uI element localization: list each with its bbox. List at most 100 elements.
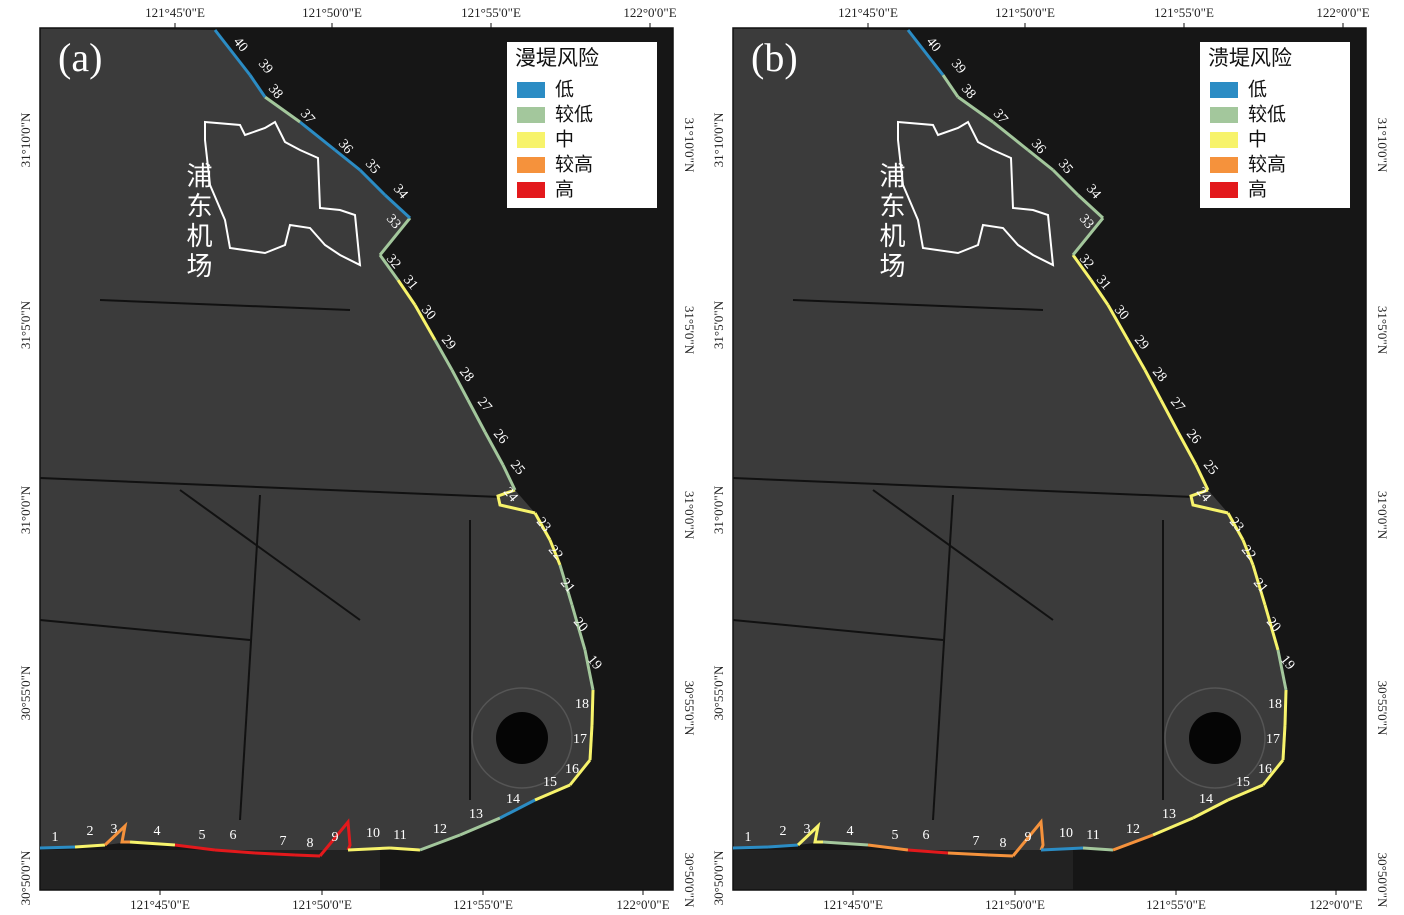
left-tick-label: 31°10'0"N bbox=[18, 112, 33, 167]
top-tick-label: 121°45'0"E bbox=[145, 5, 205, 20]
legend-swatch bbox=[1210, 107, 1238, 123]
top-tick-label: 121°55'0"E bbox=[461, 5, 521, 20]
legend-label: 较低 bbox=[1248, 103, 1286, 125]
right-tick-label: 31°5'0"N bbox=[682, 306, 697, 355]
segment-label: 1 bbox=[52, 830, 59, 845]
legend-label: 较高 bbox=[1248, 153, 1286, 175]
segment-label: 18 bbox=[1268, 697, 1282, 712]
bottom-tick-label: 122°0'0"E bbox=[616, 897, 669, 912]
segment-label: 14 bbox=[506, 792, 520, 807]
segment-label: 10 bbox=[366, 826, 380, 841]
segment-label: 4 bbox=[154, 824, 161, 839]
segment-label: 13 bbox=[1162, 807, 1176, 822]
left-tick-label: 30°55'0"N bbox=[18, 665, 33, 720]
right-tick-label: 31°10'0"N bbox=[1375, 118, 1390, 173]
left-tick-label: 31°5'0"N bbox=[18, 300, 33, 349]
right-tick-label: 30°50'0"N bbox=[682, 853, 697, 908]
top-tick-label: 121°50'0"E bbox=[995, 5, 1055, 20]
segment-label: 15 bbox=[1236, 775, 1250, 790]
left-tick-label: 31°0'0"N bbox=[18, 485, 33, 534]
segment-label: 17 bbox=[1266, 732, 1280, 747]
segment-label: 17 bbox=[573, 732, 587, 747]
legend-label: 低 bbox=[1248, 78, 1267, 100]
segment-label: 16 bbox=[565, 762, 579, 777]
segment-label: 2 bbox=[780, 824, 787, 839]
dike-segment bbox=[390, 848, 420, 850]
legend-swatch bbox=[517, 82, 545, 98]
top-tick-label: 121°50'0"E bbox=[302, 5, 362, 20]
legend-title: 溃堤风险 bbox=[1208, 46, 1292, 70]
dike-segment bbox=[590, 725, 592, 760]
dike-segment bbox=[348, 848, 390, 850]
segment-label: 7 bbox=[280, 834, 287, 849]
bottom-tick-label: 121°45'0"E bbox=[823, 897, 883, 912]
dike-segment bbox=[733, 847, 768, 848]
segment-label: 3 bbox=[111, 822, 118, 837]
dike-segment bbox=[948, 853, 988, 855]
legend-label: 中 bbox=[555, 128, 574, 150]
legend-swatch bbox=[517, 182, 545, 198]
dike-segment bbox=[768, 845, 798, 847]
left-tick-label: 31°10'0"N bbox=[711, 112, 726, 167]
right-tick-label: 31°0'0"N bbox=[682, 491, 697, 540]
panel-label: (b) bbox=[751, 35, 798, 80]
top-tick-label: 121°55'0"E bbox=[1154, 5, 1214, 20]
dike-segment bbox=[40, 847, 75, 848]
legend-label: 低 bbox=[555, 78, 574, 100]
legend-swatch bbox=[1210, 132, 1238, 148]
segment-label: 7 bbox=[973, 834, 980, 849]
legend-swatch bbox=[517, 132, 545, 148]
segment-label: 16 bbox=[1258, 762, 1272, 777]
legend-title: 漫堤风险 bbox=[515, 46, 599, 70]
legend-swatch bbox=[1210, 157, 1238, 173]
page: {"panels": [ {"label": "(a)", "legend": … bbox=[0, 0, 1404, 915]
left-tick-label: 30°50'0"N bbox=[18, 850, 33, 905]
airport-label: 浦东机场 bbox=[876, 162, 905, 282]
lake bbox=[496, 712, 548, 764]
right-tick-label: 31°5'0"N bbox=[1375, 306, 1390, 355]
bottom-tick-label: 121°50'0"E bbox=[985, 897, 1045, 912]
airport-label: 浦东机场 bbox=[183, 162, 212, 282]
map-figure: 浦东机场123456789101112131415161718192021222… bbox=[0, 0, 1404, 915]
segment-label: 11 bbox=[393, 828, 406, 843]
top-tick-label: 121°45'0"E bbox=[838, 5, 898, 20]
right-tick-label: 31°10'0"N bbox=[682, 118, 697, 173]
segment-label: 8 bbox=[1000, 836, 1007, 851]
segment-label: 9 bbox=[1025, 830, 1032, 845]
right-tick-label: 30°50'0"N bbox=[1375, 853, 1390, 908]
lake bbox=[1189, 712, 1241, 764]
bottom-tick-label: 121°55'0"E bbox=[453, 897, 513, 912]
right-tick-label: 30°55'0"N bbox=[682, 681, 697, 736]
segment-label: 15 bbox=[543, 775, 557, 790]
shore-strip bbox=[40, 850, 380, 890]
top-tick-label: 122°0'0"E bbox=[623, 5, 676, 20]
segment-label: 2 bbox=[87, 824, 94, 839]
segment-label: 14 bbox=[1199, 792, 1213, 807]
segment-label: 10 bbox=[1059, 826, 1073, 841]
dike-segment bbox=[1283, 725, 1285, 760]
legend-label: 中 bbox=[1248, 128, 1267, 150]
dike-segment bbox=[255, 853, 295, 855]
bottom-tick-label: 121°50'0"E bbox=[292, 897, 352, 912]
dike-segment bbox=[988, 855, 1013, 856]
segment-label: 1 bbox=[745, 830, 752, 845]
legend-swatch bbox=[1210, 82, 1238, 98]
legend-swatch bbox=[517, 107, 545, 123]
right-tick-label: 30°55'0"N bbox=[1375, 681, 1390, 736]
panel-label: (a) bbox=[58, 35, 102, 80]
segment-label: 6 bbox=[923, 828, 930, 843]
segment-label: 12 bbox=[433, 822, 447, 837]
bottom-tick-label: 121°45'0"E bbox=[130, 897, 190, 912]
dike-segment bbox=[75, 845, 105, 847]
top-tick-label: 122°0'0"E bbox=[1316, 5, 1369, 20]
dike-segment bbox=[1083, 848, 1113, 850]
left-tick-label: 31°0'0"N bbox=[711, 485, 726, 534]
dike-segment bbox=[1041, 848, 1083, 850]
dike-segment bbox=[592, 690, 593, 725]
segment-label: 3 bbox=[804, 822, 811, 837]
dike-segment bbox=[1285, 690, 1286, 725]
legend-label: 较高 bbox=[555, 153, 593, 175]
segment-label: 8 bbox=[307, 836, 314, 851]
